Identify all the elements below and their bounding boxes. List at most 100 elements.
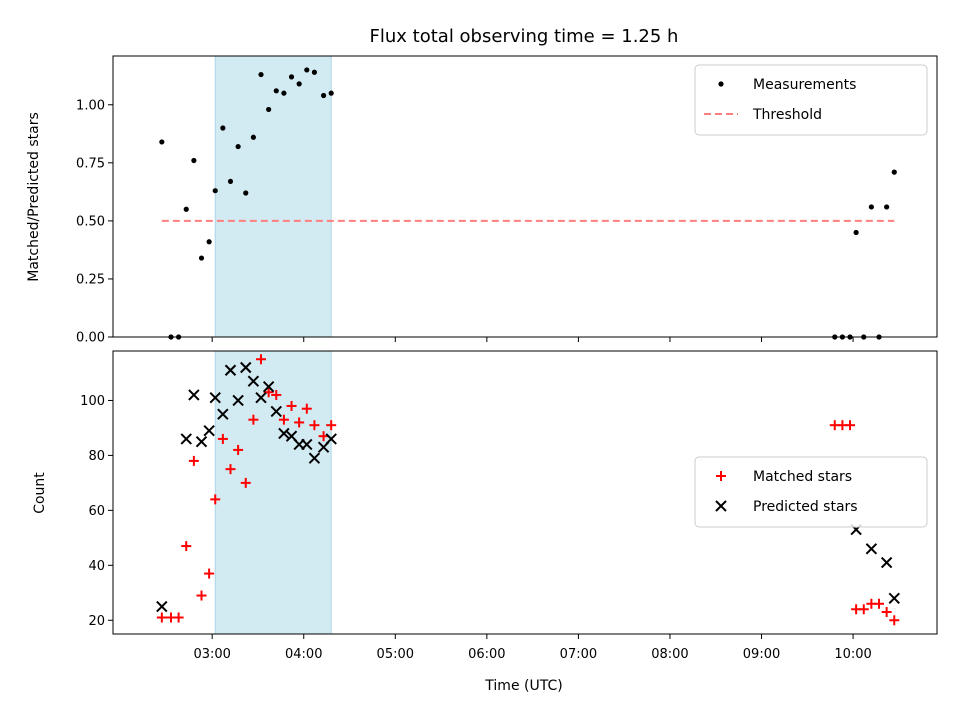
predicted-stars-point [262, 381, 275, 393]
measurements-point [266, 106, 272, 113]
matched-stars-point [858, 604, 869, 615]
predicted-stars-point [325, 433, 337, 445]
matched-stars-point [256, 354, 267, 365]
matched-stars-point [845, 420, 856, 431]
top-panel: Matched/Predicted stars 0.00 0.25 0.50 0.75… [26, 55, 938, 346]
top-legend: Measurements Threshold [694, 64, 928, 136]
legend-label: Threshold [752, 107, 822, 123]
legend-marker [716, 471, 726, 481]
legend-box [694, 456, 928, 528]
x-axis-label: Time (UTC) [484, 678, 562, 694]
bottom-axes-frame [112, 350, 938, 635]
matched-stars-point [318, 431, 329, 442]
x-tick-label: 04:00 [285, 647, 322, 662]
predicted-stars-point [247, 375, 260, 387]
x-b [715, 500, 727, 512]
bottom-y-tick-label: 100 [80, 394, 105, 409]
predicted-stars-point [209, 392, 221, 404]
predicted-stars-point [888, 592, 900, 604]
matched-stars-point [278, 414, 289, 425]
legend-label: Measurements [753, 77, 856, 93]
x-b [285, 430, 298, 442]
predicted-stars-point [308, 452, 321, 464]
x-b [224, 364, 237, 376]
matched-stars-point [271, 389, 282, 400]
legend-box [694, 64, 928, 136]
predicted-stars-point [301, 438, 313, 451]
x-b [247, 375, 260, 387]
x-tick-label: 05:00 [377, 647, 414, 662]
legend-marker [715, 500, 727, 512]
x-b [180, 433, 192, 445]
matched-stars-point [874, 598, 885, 609]
matched-stars-point [225, 464, 236, 475]
matched-stars-point [233, 444, 244, 455]
predicted-stars-point [224, 364, 237, 376]
measurements-point [206, 239, 212, 245]
matched-stars-point [301, 403, 312, 414]
measurements-point [281, 90, 287, 96]
x-b [270, 405, 282, 418]
measurements-point [288, 74, 295, 80]
x-b [278, 427, 290, 440]
top-highlight-span [214, 55, 332, 338]
measurements-point [243, 190, 249, 196]
predicted-stars-point [195, 435, 208, 448]
bottom-y-axis-label: Count [32, 472, 48, 514]
measurements-point [311, 69, 318, 75]
top-y-tick-label: 1.00 [76, 98, 105, 113]
matched-stars-point [156, 612, 167, 623]
predicted-stars-point [270, 405, 282, 418]
x-b [232, 394, 244, 407]
matched-stars-point [294, 417, 305, 428]
x-tick-label: 10:00 [834, 647, 871, 662]
measurements-point [220, 125, 226, 131]
predicted-stars-point [865, 543, 878, 555]
matched-stars-point [881, 607, 892, 618]
x-b [217, 408, 229, 420]
chart-title: Flux total observing time = 1.25 h [370, 26, 679, 47]
measurements-point [159, 139, 165, 145]
measurements-point [191, 157, 197, 164]
matched-stars-point [210, 494, 221, 505]
x-b [203, 424, 215, 437]
matched-stars-point [204, 568, 215, 579]
predicted-stars-point [240, 361, 252, 374]
measurements-point [258, 71, 264, 78]
top-y-axis-label: Matched/Predicted stars [26, 112, 42, 282]
top-y-tick-label: 0.75 [76, 156, 105, 171]
measurements-point [320, 92, 327, 99]
matched-stars-point [188, 455, 199, 466]
x-b [240, 361, 252, 374]
x-b [255, 392, 267, 404]
predicted-stars-point [156, 600, 168, 613]
x-b [325, 433, 337, 445]
x-b [865, 543, 878, 555]
measurements-point [235, 143, 241, 150]
measurements-point [891, 169, 897, 175]
predicted-stars-point [232, 394, 244, 407]
x-b [156, 600, 168, 613]
matched-stars-point [181, 541, 192, 552]
matched-stars-point [286, 400, 297, 411]
measurements-point [212, 188, 218, 194]
predicted-stars-point [217, 408, 229, 420]
x-tick-label: 09:00 [743, 647, 780, 662]
bottom-y-tick-label: 80 [88, 449, 105, 464]
predicted-stars-point [180, 433, 192, 445]
legend-label: Matched stars [753, 469, 852, 485]
measurements-point [328, 90, 334, 96]
measurements-point [304, 67, 310, 73]
x-b [880, 556, 893, 569]
predicted-stars-point [203, 424, 215, 437]
x-b [209, 392, 221, 404]
matched-stars-point [173, 612, 184, 623]
predicted-stars-point [255, 392, 267, 404]
measurements-point [183, 206, 189, 212]
bottom-panel: Count Time (UTC) 20 40 60 80 100 03:00 04:00 05… [32, 350, 938, 694]
x-tick-label: 03:00 [193, 647, 230, 662]
x-tick-label: 08:00 [651, 647, 688, 662]
bottom-highlight-span [214, 350, 332, 635]
predicted-stars-point [278, 427, 290, 440]
